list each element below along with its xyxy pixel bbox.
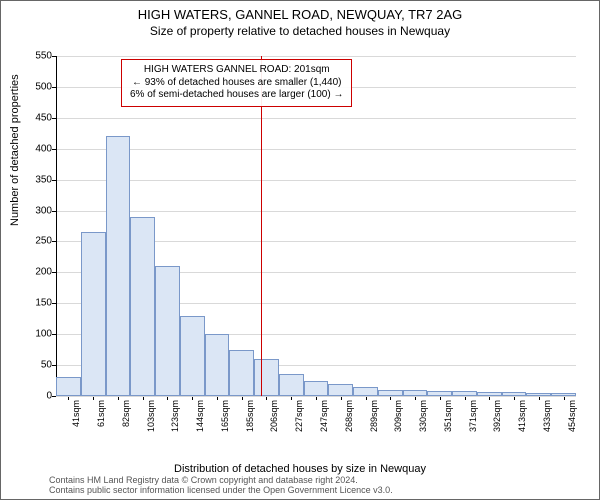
y-tick-label: 100: [35, 329, 56, 340]
y-tick-label: 500: [35, 81, 56, 92]
histogram-bar: [477, 392, 502, 396]
chart-title: HIGH WATERS, GANNEL ROAD, NEWQUAY, TR7 2…: [1, 7, 599, 22]
x-tick-label: 123sqm: [170, 400, 180, 432]
grid-line: [56, 180, 576, 181]
grid-line: [56, 149, 576, 150]
histogram-bar: [452, 391, 477, 396]
x-tick-label: 433sqm: [542, 400, 552, 432]
histogram-bar: [130, 217, 155, 396]
x-tick-label: 371sqm: [468, 400, 478, 432]
x-tick-label: 61sqm: [96, 400, 106, 427]
y-tick-label: 350: [35, 174, 56, 185]
histogram-bar: [155, 266, 180, 396]
y-tick-label: 0: [46, 391, 56, 402]
footer-text: Contains HM Land Registry data © Crown c…: [49, 476, 393, 496]
callout-line2: ← 93% of detached houses are smaller (1,…: [130, 77, 343, 90]
x-tick-label: 247sqm: [319, 400, 329, 432]
x-tick-label: 289sqm: [369, 400, 379, 432]
x-tick-label: 454sqm: [567, 400, 577, 432]
histogram-bar: [279, 374, 304, 396]
histogram-bar: [526, 393, 551, 396]
plot-area: 05010015020025030035040045050055041sqm61…: [56, 56, 576, 396]
histogram-bar: [81, 232, 106, 396]
histogram-bar: [353, 387, 378, 396]
histogram-bar: [106, 136, 131, 396]
histogram-bar: [328, 384, 353, 396]
x-tick-label: 144sqm: [195, 400, 205, 432]
histogram-bar: [551, 393, 576, 396]
x-tick-label: 165sqm: [220, 400, 230, 432]
y-tick-label: 50: [41, 360, 56, 371]
histogram-bar: [180, 316, 205, 396]
y-tick-label: 550: [35, 51, 56, 62]
x-tick-label: 330sqm: [418, 400, 428, 432]
callout-line1: HIGH WATERS GANNEL ROAD: 201sqm: [130, 64, 343, 77]
histogram-bar: [254, 359, 279, 396]
x-tick-label: 185sqm: [245, 400, 255, 432]
y-tick-label: 400: [35, 143, 56, 154]
histogram-bar: [56, 377, 81, 396]
grid-line: [56, 211, 576, 212]
x-axis-label: Distribution of detached houses by size …: [1, 463, 599, 475]
y-tick-label: 200: [35, 267, 56, 278]
grid-line: [56, 396, 576, 397]
grid-line: [56, 118, 576, 119]
y-tick-label: 300: [35, 205, 56, 216]
chart-container: HIGH WATERS, GANNEL ROAD, NEWQUAY, TR7 2…: [0, 0, 600, 500]
x-tick-label: 82sqm: [121, 400, 131, 427]
x-tick-label: 309sqm: [393, 400, 403, 432]
histogram-bar: [378, 390, 403, 396]
grid-line: [56, 56, 576, 57]
x-tick-label: 268sqm: [344, 400, 354, 432]
x-tick-label: 351sqm: [443, 400, 453, 432]
x-tick-label: 227sqm: [294, 400, 304, 432]
histogram-bar: [229, 350, 254, 396]
x-tick-label: 41sqm: [71, 400, 81, 427]
y-axis-label: Number of detached properties: [9, 74, 21, 226]
callout-box: HIGH WATERS GANNEL ROAD: 201sqm ← 93% of…: [121, 59, 352, 107]
histogram-bar: [502, 392, 527, 396]
histogram-bar: [304, 381, 329, 396]
histogram-bar: [427, 391, 452, 396]
histogram-bar: [403, 390, 428, 396]
marker-line: [261, 56, 262, 396]
histogram-bar: [205, 334, 230, 396]
y-tick-label: 450: [35, 112, 56, 123]
y-tick-label: 150: [35, 298, 56, 309]
chart-subtitle: Size of property relative to detached ho…: [1, 24, 599, 38]
x-tick-label: 413sqm: [517, 400, 527, 432]
y-tick-label: 250: [35, 236, 56, 247]
x-tick-label: 392sqm: [492, 400, 502, 432]
footer-line2: Contains public sector information licen…: [49, 486, 393, 496]
y-axis-line: [56, 56, 57, 396]
callout-line3: 6% of semi-detached houses are larger (1…: [130, 89, 343, 102]
x-tick-label: 206sqm: [269, 400, 279, 432]
x-tick-label: 103sqm: [146, 400, 156, 432]
